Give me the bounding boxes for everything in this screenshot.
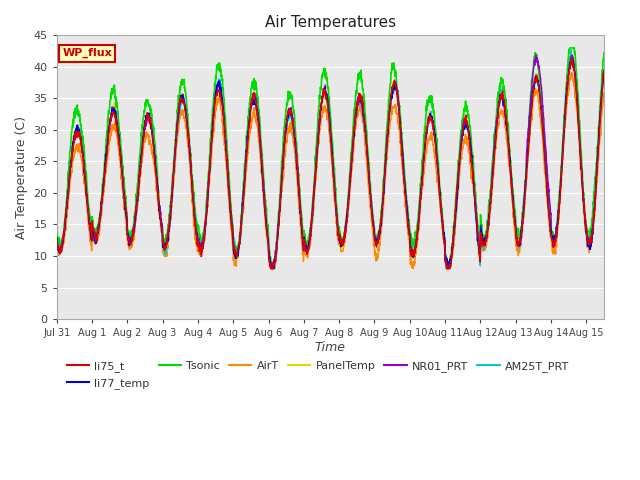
- Tsonic: [396, 103, 403, 108]
- AirT: [568, 70, 575, 75]
- li75_t: [267, 266, 275, 272]
- li75_t: [582, 214, 589, 219]
- Tsonic: [516, 232, 524, 238]
- Line: li75_t: li75_t: [57, 59, 604, 269]
- AM25T_PRT: [53, 240, 61, 245]
- li77_temp: [333, 224, 341, 229]
- AM25T_PRT: [568, 47, 575, 53]
- AM25T_PRT: [600, 75, 608, 81]
- Tsonic: [566, 45, 573, 51]
- NR01_PRT: [53, 236, 61, 241]
- Tsonic: [600, 50, 608, 56]
- NR01_PRT: [516, 242, 524, 248]
- li75_t: [516, 236, 524, 242]
- Tsonic: [85, 207, 93, 213]
- Y-axis label: Air Temperature (C): Air Temperature (C): [15, 116, 28, 239]
- Line: AirT: AirT: [57, 72, 604, 269]
- AM25T_PRT: [412, 234, 420, 240]
- AM25T_PRT: [396, 114, 403, 120]
- AirT: [412, 249, 420, 254]
- AM25T_PRT: [268, 266, 275, 272]
- li77_temp: [396, 114, 403, 120]
- AM25T_PRT: [582, 217, 589, 223]
- Tsonic: [267, 265, 275, 271]
- PanelTemp: [333, 219, 341, 225]
- Line: NR01_PRT: NR01_PRT: [57, 55, 604, 269]
- AM25T_PRT: [516, 239, 524, 244]
- AirT: [333, 232, 341, 238]
- li77_temp: [268, 266, 275, 272]
- NR01_PRT: [85, 221, 93, 227]
- Legend: li75_t, li77_temp, Tsonic, AirT, PanelTemp, NR01_PRT, AM25T_PRT: li75_t, li77_temp, Tsonic, AirT, PanelTe…: [62, 357, 574, 393]
- Tsonic: [333, 216, 341, 221]
- AirT: [396, 130, 403, 136]
- AirT: [53, 246, 61, 252]
- NR01_PRT: [600, 70, 608, 76]
- Title: Air Temperatures: Air Temperatures: [265, 15, 396, 30]
- Tsonic: [582, 216, 589, 222]
- li77_temp: [567, 57, 575, 62]
- AM25T_PRT: [333, 218, 341, 224]
- Line: li77_temp: li77_temp: [57, 60, 604, 269]
- NR01_PRT: [582, 222, 589, 228]
- AirT: [582, 229, 589, 235]
- li77_temp: [600, 67, 608, 73]
- Line: AM25T_PRT: AM25T_PRT: [57, 50, 604, 269]
- Tsonic: [53, 229, 61, 235]
- NR01_PRT: [532, 52, 540, 58]
- li77_temp: [412, 236, 420, 242]
- X-axis label: Time: Time: [315, 341, 346, 354]
- AirT: [85, 227, 93, 232]
- AirT: [600, 90, 608, 96]
- NR01_PRT: [412, 244, 420, 250]
- AirT: [266, 266, 274, 272]
- PanelTemp: [53, 233, 61, 239]
- PanelTemp: [569, 51, 577, 57]
- li75_t: [600, 68, 608, 73]
- li75_t: [85, 216, 93, 222]
- li75_t: [333, 221, 341, 227]
- li75_t: [53, 236, 61, 242]
- Tsonic: [412, 232, 420, 238]
- AirT: [516, 244, 524, 250]
- li77_temp: [582, 220, 589, 226]
- li77_temp: [516, 241, 524, 247]
- PanelTemp: [412, 241, 420, 247]
- PanelTemp: [269, 265, 276, 271]
- NR01_PRT: [444, 266, 452, 272]
- li75_t: [412, 237, 420, 243]
- li77_temp: [85, 214, 93, 220]
- PanelTemp: [396, 110, 403, 116]
- Line: Tsonic: Tsonic: [57, 48, 604, 268]
- NR01_PRT: [333, 221, 341, 227]
- PanelTemp: [516, 233, 524, 239]
- Line: PanelTemp: PanelTemp: [57, 54, 604, 268]
- PanelTemp: [582, 217, 589, 223]
- PanelTemp: [85, 210, 93, 216]
- NR01_PRT: [396, 110, 403, 116]
- AM25T_PRT: [85, 208, 93, 214]
- PanelTemp: [600, 71, 608, 77]
- li75_t: [568, 56, 576, 62]
- li75_t: [396, 116, 403, 121]
- Text: WP_flux: WP_flux: [62, 48, 112, 59]
- li77_temp: [53, 235, 61, 240]
